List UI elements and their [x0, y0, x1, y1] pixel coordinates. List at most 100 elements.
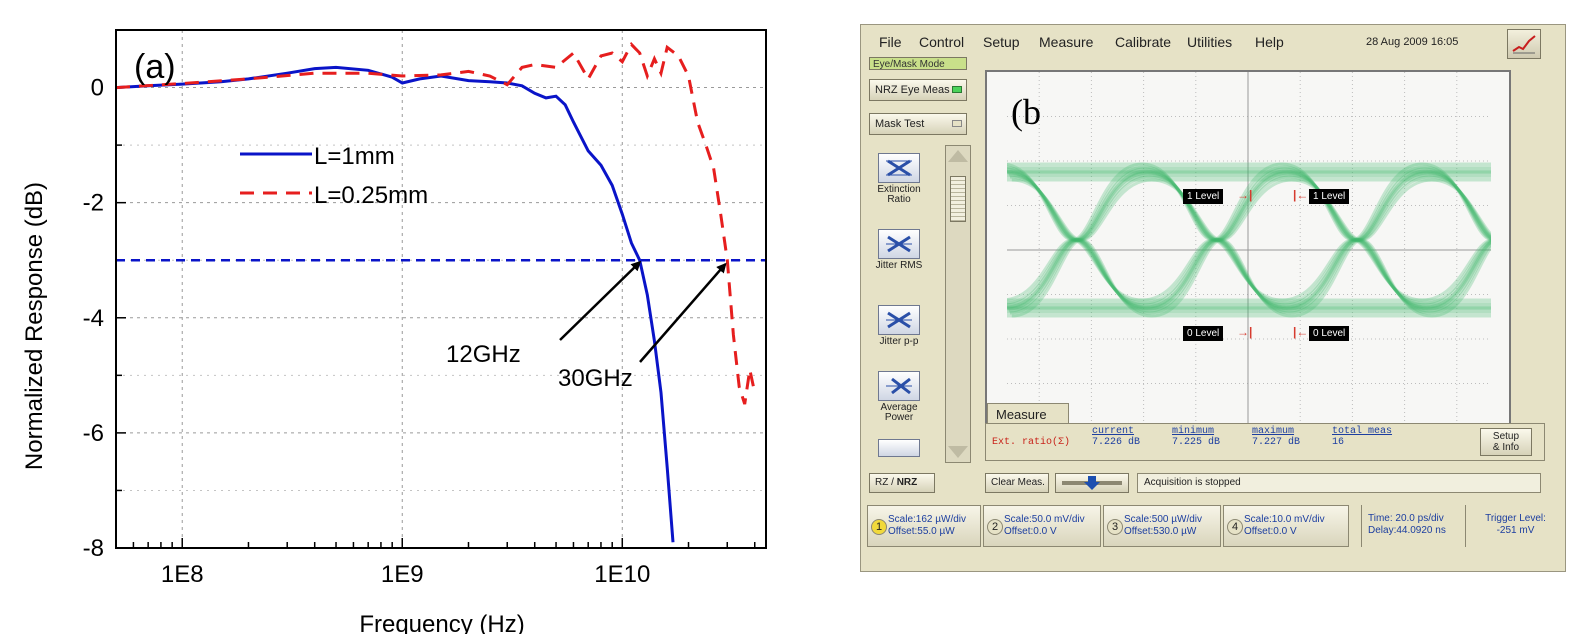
legend-label-l-0-25mm: L=0.25mm: [314, 182, 428, 209]
channel-1-scale: Scale:162 µW/div: [888, 514, 967, 525]
channel-2-offset: Offset:0.0 V: [1004, 526, 1057, 537]
menu-help[interactable]: Help: [1255, 34, 1284, 50]
scroll-up-icon[interactable]: [948, 150, 968, 162]
channel-3-readout[interactable]: 3 Scale:500 µW/div Offset:530.0 µW: [1103, 505, 1221, 547]
waveform-logo-icon: [1512, 35, 1536, 54]
eye-mask-mode-label: Eye/Mask Mode: [869, 57, 967, 70]
channel-1-readout[interactable]: 1 Scale:162 µW/div Offset:55.0 µW: [867, 505, 981, 547]
eye-diagram-plot: [987, 72, 1572, 428]
one-level-marker-left-icon: →|: [1237, 188, 1253, 202]
eye-rising-trace: [1149, 175, 1291, 315]
eye-falling-trace: [1287, 171, 1428, 311]
nrz-eye-meas-button[interactable]: NRZ Eye Meas: [869, 79, 967, 101]
scroll-down-icon[interactable]: [948, 446, 968, 458]
menu-file[interactable]: File: [879, 34, 902, 50]
scroll-thumb[interactable]: [950, 176, 966, 222]
eye-falling-trace: [1146, 170, 1288, 310]
eye-rising-trace: [1142, 162, 1283, 302]
plot-frame: [115, 29, 767, 549]
eye-falling-trace: [1145, 167, 1286, 307]
average-power-button[interactable]: Average Power: [871, 371, 927, 447]
timebase-readout[interactable]: Time: 20.0 ps/div Delay:44.0920 ns: [1361, 505, 1461, 547]
oscilloscope-window: File Control Setup Measure Calibrate Uti…: [860, 24, 1572, 572]
y-tick-label: -8: [83, 535, 104, 562]
trigger-readout[interactable]: Trigger Level: -251 mV: [1465, 505, 1565, 547]
rz-nrz-button[interactable]: RZ / NRZ: [869, 473, 935, 493]
eye-rising-trace: [1002, 162, 1143, 302]
download-button[interactable]: [1055, 473, 1129, 493]
side-scrollbar[interactable]: [945, 145, 971, 463]
eye-rising-trace: [1287, 171, 1428, 311]
zero-level-tag-left: 0 Level: [1183, 326, 1224, 341]
channel-1-icon: 1: [871, 519, 887, 535]
channel-1-offset: Offset:55.0 µW: [888, 526, 955, 537]
channel-2-icon: 2: [987, 519, 1003, 535]
channel-2-scale: Scale:50.0 mV/div: [1004, 514, 1085, 525]
eye-falling-trace: [1149, 175, 1291, 315]
clear-meas-button[interactable]: Clear Meas.: [985, 473, 1049, 493]
eye-rising-trace: [1289, 175, 1431, 315]
eye-rising-trace: [1143, 165, 1285, 305]
eye-falling-trace: [1143, 165, 1285, 305]
scope-logo-button[interactable]: [1507, 29, 1541, 59]
acquisition-status: Acquisition is stopped: [1137, 473, 1541, 493]
measure-results-panel: Ext. ratio(Σ) current minimum maximum to…: [985, 423, 1545, 461]
menu-measure[interactable]: Measure: [1039, 34, 1094, 50]
eye-rising-trace: [1147, 171, 1288, 311]
extinction-ratio-label-1: Extinction: [877, 184, 921, 195]
header-total-meas: total meas: [1332, 426, 1393, 437]
panel-label-a: (a): [134, 48, 176, 86]
timebase-delay: Delay:44.0920 ns: [1368, 525, 1446, 536]
y-tick-label: -4: [83, 305, 104, 332]
eye-left-mask: [987, 72, 1007, 428]
setup-info-button[interactable]: Setup & Info: [1480, 428, 1532, 456]
eye-rising-trace: [1148, 173, 1289, 313]
channel-2-readout[interactable]: 2 Scale:50.0 mV/div Offset:0.0 V: [983, 505, 1101, 547]
down-arrow-icon: [1062, 476, 1122, 490]
y-tick-label: 0: [91, 75, 104, 102]
channel-4-readout[interactable]: 4 Scale:10.0 mV/div Offset:0.0 V: [1223, 505, 1349, 547]
eye-rising-trace: [1007, 171, 1148, 311]
eye-falling-trace: [1151, 178, 1292, 318]
display-grid: [987, 72, 1509, 428]
header-current: current: [1092, 426, 1135, 437]
extinction-ratio-button[interactable]: Extinction Ratio: [871, 153, 927, 229]
one-level-tag-right: 1 Level: [1309, 189, 1350, 204]
eye-falling-trace: [1002, 162, 1143, 302]
eye-falling-trace: [1006, 170, 1148, 310]
channel-4-offset: Offset:0.0 V: [1244, 526, 1297, 537]
value-total-meas: 16: [1332, 437, 1345, 448]
frequency-response-chart: 1E8 1E9 1E10 0 -2 -4 -6 -8 (a) L=1mm L=0.25mm 1…: [21, 29, 767, 634]
y-tick-label: -6: [83, 420, 104, 447]
eye-falling-trace: [1282, 162, 1423, 302]
zero-level-tag-right: 0 Level: [1309, 326, 1350, 341]
panel-label-b: (b: [1011, 92, 1041, 132]
header-minimum: minimum: [1172, 426, 1215, 437]
x-tick-label: 1E10: [594, 561, 650, 588]
zero-level-marker-right-icon: |←: [1293, 325, 1309, 339]
mask-test-button[interactable]: Mask Test: [869, 113, 967, 135]
rz-nrz-separator: /: [891, 477, 894, 488]
eye-rising-trace: [1288, 173, 1429, 313]
eye-rising-trace: [1151, 178, 1292, 318]
eye-rising-trace: [1006, 170, 1148, 310]
eye-rising-trace: [1291, 178, 1432, 318]
value-maximum: 7.227 dB: [1252, 437, 1301, 448]
eye-falling-trace: [1147, 171, 1288, 311]
more-measurements-button[interactable]: [871, 439, 927, 459]
average-power-label-1: Average: [880, 402, 918, 413]
menu-calibrate[interactable]: Calibrate: [1115, 34, 1172, 50]
x-tick-label: 1E8: [161, 561, 204, 588]
menu-control[interactable]: Control: [919, 34, 965, 50]
menu-setup[interactable]: Setup: [983, 34, 1020, 50]
measure-tab[interactable]: Measure: [987, 403, 1069, 425]
eye-falling-trace: [1005, 167, 1146, 307]
eye-falling-trace: [1148, 173, 1289, 313]
menu-utilities[interactable]: Utilities: [1187, 34, 1233, 50]
jitter-pp-button[interactable]: Jitter p-p: [871, 305, 927, 381]
eye-rising-trace: [1008, 173, 1149, 313]
mask-test-label: Mask Test: [875, 118, 925, 130]
channel-3-icon: 3: [1107, 519, 1123, 535]
jitter-rms-button[interactable]: Jitter RMS: [871, 229, 927, 305]
eye-rising-trace: [1286, 169, 1427, 309]
